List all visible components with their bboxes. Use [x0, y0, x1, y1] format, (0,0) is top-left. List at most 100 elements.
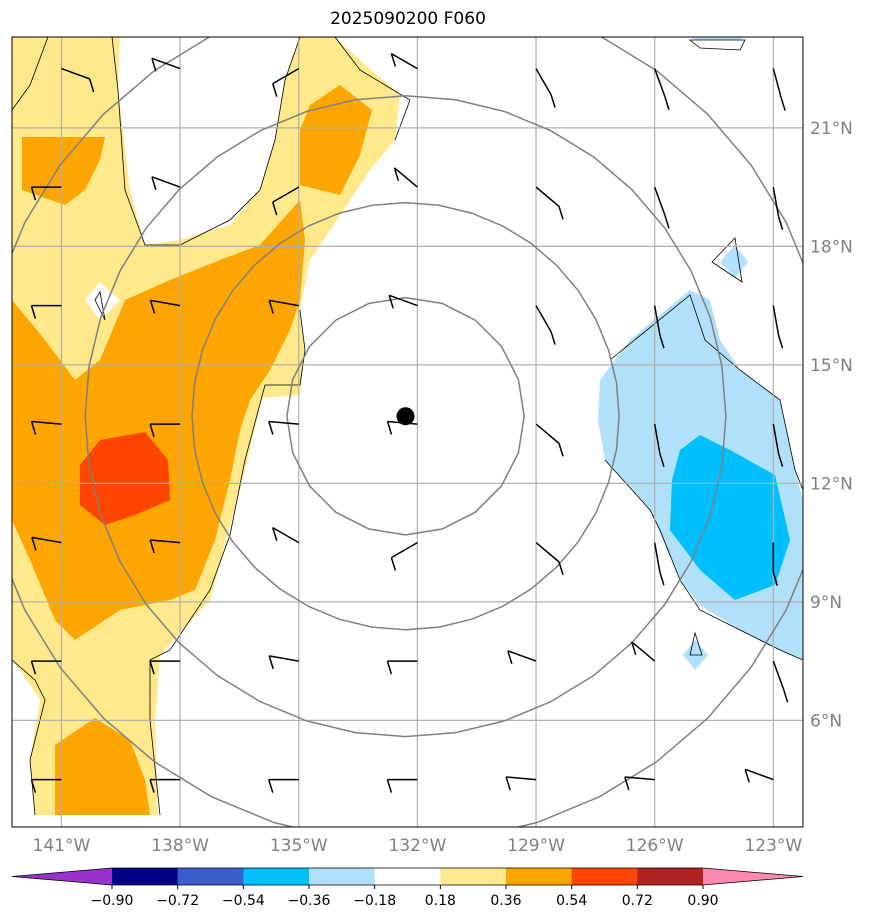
lon-tick-label: 138°W	[151, 836, 209, 856]
wind-barb	[744, 768, 774, 783]
colorbar-segment	[374, 868, 441, 885]
wind-barb	[653, 186, 670, 229]
wind-barb	[272, 526, 300, 544]
colorbar-tick-label: 0.90	[687, 893, 718, 909]
colorbar-tick-label: 0.54	[556, 893, 587, 909]
lat-tick-label: 21°N	[810, 119, 853, 139]
wind-barb	[30, 660, 62, 675]
colorbar-extend-low	[12, 868, 112, 885]
colorbar-segment	[440, 868, 507, 885]
wind-barb	[268, 420, 299, 435]
wind-barb	[149, 778, 181, 793]
wind-barb	[268, 655, 299, 670]
colorbar-tick-label: 0.18	[425, 893, 456, 909]
wind-barb	[393, 167, 418, 188]
wind-barb	[151, 57, 181, 72]
storm-center-marker	[396, 407, 415, 426]
wind-barb	[535, 68, 556, 108]
contour-positive-mid-south	[55, 718, 150, 815]
colorbar-tick-label: −0.54	[222, 893, 265, 909]
lon-tick-label: 141°W	[33, 836, 91, 856]
lat-tick-label: 12°N	[810, 474, 853, 494]
wind-barb	[272, 186, 300, 216]
lon-tick-label: 123°W	[744, 836, 802, 856]
wind-barb	[149, 539, 181, 554]
contour-positive-mid-north	[300, 85, 372, 195]
contour-positive-high	[80, 432, 170, 525]
contour-fill-layer	[12, 37, 803, 815]
wind-barb	[624, 776, 655, 791]
longitude-labels: 141°W 138°W 135°W 132°W 129°W 126°W 123°W	[33, 836, 803, 856]
lon-tick-label: 132°W	[389, 836, 447, 856]
wind-barb	[61, 67, 95, 93]
lon-tick-label: 126°W	[626, 836, 684, 856]
contour-negative-mid-east	[670, 435, 790, 600]
wind-barb	[272, 67, 300, 97]
colorbar-segment	[177, 868, 244, 885]
wind-barb	[535, 423, 564, 457]
colorbar-segment	[243, 868, 310, 885]
wind-barb	[268, 778, 299, 793]
colorbar-tick-label: −0.36	[288, 893, 331, 909]
wind-barb	[653, 542, 665, 586]
range-ring	[191, 201, 620, 631]
colorbar-tick-label: 0.36	[490, 893, 521, 909]
colorbar-tick-label: −0.72	[156, 893, 199, 909]
colorbar-segment	[309, 868, 376, 885]
wind-barb	[149, 299, 181, 314]
wind-barb	[772, 186, 784, 230]
wind-barb	[630, 641, 656, 662]
wind-barb	[772, 542, 779, 586]
contour-positive-mid-west-b	[22, 137, 105, 205]
contour-positive-mid-west	[12, 200, 305, 640]
colorbar-tick-label: −0.90	[91, 893, 134, 909]
wind-barb	[772, 305, 784, 349]
wind-barb	[505, 776, 537, 791]
range-ring	[84, 95, 727, 738]
lat-tick-label: 15°N	[810, 356, 853, 376]
wind-barb	[653, 305, 665, 349]
colorbar-extend-high	[703, 868, 803, 885]
graticule	[12, 37, 803, 827]
wind-barb	[30, 186, 62, 201]
map-frame	[11, 36, 804, 828]
wind-barb	[268, 299, 299, 314]
wind-barb	[772, 68, 786, 111]
wind-barb	[30, 420, 62, 435]
colorbar: −0.90 −0.72 −0.54 −0.36 −0.18 0.18 0.36 0.54 0.7…	[11, 867, 804, 909]
wind-barb	[31, 536, 62, 551]
wind-barb	[535, 186, 564, 220]
lat-tick-label: 6°N	[810, 711, 842, 731]
wind-barb	[388, 294, 418, 309]
wind-barb	[507, 650, 537, 665]
colorbar-segment	[571, 868, 638, 885]
latitude-labels: 21°N 18°N 15°N 12°N 9°N 6°N	[810, 119, 853, 731]
contour-lines	[12, 37, 803, 816]
lon-tick-label: 135°W	[270, 836, 328, 856]
wind-barb	[386, 778, 418, 793]
wind-barb	[149, 423, 181, 438]
wind-barbs	[30, 52, 789, 793]
range-ring	[12, 37, 803, 827]
contour-negative-low-top	[690, 37, 745, 40]
wind-barb	[535, 542, 564, 576]
wind-barb	[390, 52, 418, 70]
contour-neutral-hole	[85, 282, 120, 320]
contour-negative-low-small	[720, 245, 748, 278]
lat-tick-label: 9°N	[810, 593, 842, 613]
wind-barb	[30, 778, 62, 793]
wind-barb	[535, 305, 556, 345]
colorbar-segment	[637, 868, 704, 885]
wind-barb	[386, 660, 418, 675]
wind-barb	[149, 660, 181, 675]
wind-barb	[653, 68, 670, 111]
range-rings	[12, 37, 803, 827]
colorbar-segment	[112, 868, 179, 885]
lon-tick-label: 129°W	[507, 836, 565, 856]
map-title: 2025090200 F060	[330, 9, 486, 29]
colorbar-tick-label: −0.18	[353, 893, 396, 909]
wind-barb	[151, 176, 181, 191]
wind-barb	[653, 423, 665, 467]
colorbar-tick-label: 0.72	[622, 893, 653, 909]
